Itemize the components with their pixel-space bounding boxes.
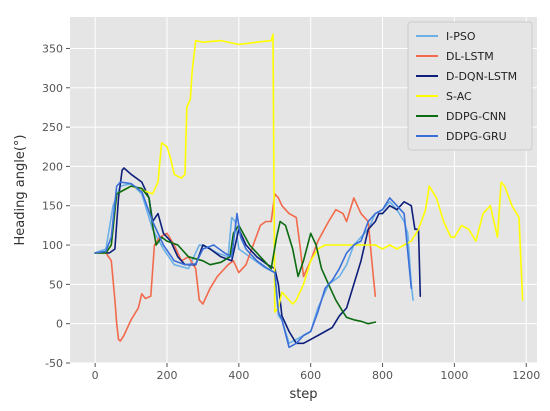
y-tick-label: 200: [42, 160, 63, 173]
series-line-dl-lstm: [94, 193, 377, 342]
legend: I-PSO DL-LSTM D-DQN-LSTM S-AC DDPG-CNN DDPG-G…: [407, 21, 533, 151]
x-tick-label: 400: [228, 369, 249, 382]
x-axis-label: step: [289, 387, 317, 402]
legend-label: D-DQN-LSTM: [446, 70, 517, 83]
y-tick-label: 0: [56, 318, 63, 331]
series-layer: [94, 33, 524, 349]
legend-label: DL-LSTM: [446, 50, 494, 63]
x-tick-label: 0: [92, 369, 99, 382]
legend-box: [407, 21, 533, 151]
y-tick-label: 300: [42, 82, 63, 95]
legend-label: DDPG-CNN: [446, 110, 506, 123]
series-line-ddpg-gru: [94, 181, 413, 349]
x-tick-label: 1000: [440, 369, 468, 382]
y-tick-label: 250: [42, 121, 63, 134]
legend-label: I-PSO: [446, 30, 476, 43]
legend-label: DDPG-GRU: [446, 130, 507, 143]
x-tick-label: 800: [372, 369, 393, 382]
x-tick-label: 1200: [512, 369, 540, 382]
y-tick-label: -50: [45, 357, 63, 370]
x-tick-label: 200: [156, 369, 177, 382]
x-tick-label: 600: [300, 369, 321, 382]
y-tick-label: 50: [49, 278, 63, 291]
legend-label: S-AC: [446, 90, 472, 103]
y-tick-label: 350: [42, 42, 63, 55]
series-line-ddpg-cnn: [94, 185, 377, 325]
series-line-s-ac: [94, 33, 524, 313]
y-tick-labels: -50 0 50 100 150 200 250 300 350: [42, 42, 70, 370]
y-axis-label: Heading angle(°): [13, 135, 28, 246]
x-tick-labels: 0 200 400 600 800 1000 1200: [92, 363, 540, 382]
y-tick-label: 150: [42, 200, 63, 213]
y-tick-label: 100: [42, 239, 63, 252]
